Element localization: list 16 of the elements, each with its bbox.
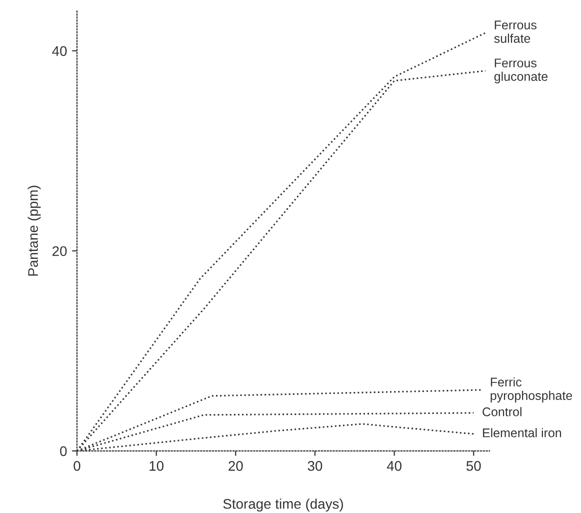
- x-tick-label: 20: [228, 461, 243, 471]
- y-tick-label: 0: [60, 446, 67, 456]
- x-tick-label: 30: [308, 461, 322, 471]
- series-label: Control: [482, 407, 522, 416]
- x-tick-label: 40: [386, 461, 402, 471]
- x-tick-label: 0: [74, 461, 80, 471]
- x-axis-title: Storage time (days): [223, 498, 343, 512]
- series-label: Ferric pyrophosphate: [490, 377, 572, 402]
- series-label: Elemental iron: [482, 428, 562, 438]
- y-tick-label: 40: [52, 46, 67, 56]
- x-tick-label: 10: [150, 461, 164, 471]
- series-label: Ferrous gluconate: [494, 58, 548, 84]
- x-tick-label: 50: [466, 461, 481, 471]
- series-label: Ferrous sulfate: [494, 20, 536, 43]
- y-tick-label: 20: [52, 246, 67, 256]
- y-axis-title: Pantane (ppm): [28, 186, 41, 276]
